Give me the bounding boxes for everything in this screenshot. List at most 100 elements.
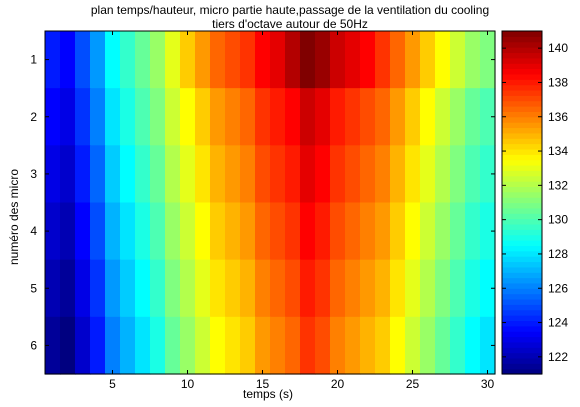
colorbar-segment — [502, 240, 542, 246]
colorbar-segment — [502, 368, 542, 375]
heatmap-cell — [420, 88, 436, 146]
heatmap-cell — [195, 202, 211, 261]
heatmap-cell — [240, 202, 256, 261]
heatmap-cell — [435, 88, 451, 146]
heatmap-cell — [390, 259, 406, 318]
colorbar-segment — [502, 111, 542, 118]
colorbar-segment — [502, 357, 542, 364]
heatmap-cell — [165, 202, 181, 261]
heatmap-cell — [315, 88, 331, 146]
heatmap-cell — [330, 316, 346, 375]
heatmap-cell — [435, 31, 451, 89]
heatmap-cell — [465, 259, 481, 318]
heatmap-cell — [210, 88, 226, 146]
heatmap-cell — [480, 316, 496, 375]
heatmap-cell — [330, 259, 346, 318]
heatmap-cell — [285, 316, 301, 375]
heatmap-cell — [60, 31, 76, 89]
heatmap-cell — [375, 31, 391, 89]
heatmap-cell — [450, 259, 466, 318]
colorbar-segment — [502, 288, 542, 295]
heatmap-cell — [480, 202, 496, 261]
colorbar-segment — [502, 223, 542, 230]
heatmap-cell — [180, 31, 196, 89]
colorbar-tick-label: 128 — [548, 247, 568, 261]
heatmap-cell — [135, 259, 151, 318]
heatmap-cell — [360, 145, 376, 204]
heatmap-cell — [165, 316, 181, 375]
heatmap-cell — [405, 145, 421, 204]
heatmap-cell — [180, 145, 196, 204]
colorbar-segment — [502, 272, 542, 279]
colorbar-frame — [501, 30, 543, 375]
heatmap-cell — [45, 316, 61, 375]
x-tick-label: 15 — [256, 377, 270, 391]
heatmap-cell — [180, 316, 196, 375]
y-tick-label: 1 — [30, 53, 37, 67]
heatmap-cell — [270, 259, 286, 318]
colorbar-segment — [502, 31, 542, 37]
heatmap-cell — [390, 88, 406, 146]
heatmap-cell — [405, 202, 421, 261]
heatmap-cell — [300, 316, 316, 375]
colorbar-segment — [502, 261, 542, 268]
heatmap-cell — [90, 88, 106, 146]
colorbar-tick-label: 126 — [548, 281, 568, 295]
colorbar-segment — [502, 266, 542, 273]
colorbar-segment — [502, 336, 542, 343]
heatmap-cell — [60, 202, 76, 261]
colorbar-segment — [502, 159, 542, 166]
heatmap-cell — [420, 316, 436, 375]
colorbar-tick-label: 138 — [548, 75, 568, 89]
heatmap-cell — [480, 259, 496, 318]
colorbar-segment — [502, 331, 542, 338]
colorbar-segment — [502, 197, 542, 204]
heatmap-cell — [315, 145, 331, 204]
heatmap-cell — [285, 88, 301, 146]
heatmap-cell — [120, 88, 136, 146]
colorbar-segment — [502, 127, 542, 134]
colorbar-segment — [502, 106, 542, 112]
heatmap-cell — [285, 145, 301, 204]
y-tick-label: 6 — [30, 338, 37, 352]
heatmap-cell — [345, 259, 361, 318]
heatmap-cell — [405, 316, 421, 375]
heatmap-cell — [255, 31, 271, 89]
heatmap-cell — [240, 259, 256, 318]
heatmap-cell — [240, 88, 256, 146]
heatmap-cell — [300, 31, 316, 89]
heatmap-cell — [45, 31, 61, 89]
chart-title: plan temps/hauteur, micro partie haute,p… — [90, 3, 490, 17]
y-tick-label: 3 — [30, 167, 37, 181]
heatmap-cell — [270, 145, 286, 204]
heatmap-cell — [270, 202, 286, 261]
colorbar-segment — [502, 47, 542, 54]
colorbar-segment — [502, 57, 542, 64]
heatmap-cell — [405, 31, 421, 89]
heatmap-cell — [180, 202, 196, 261]
heatmap-cell — [420, 259, 436, 318]
heatmap-cell — [345, 145, 361, 204]
colorbar-segment — [502, 79, 542, 86]
heatmap-cell — [405, 259, 421, 318]
heatmap-cell — [75, 31, 91, 89]
heatmap-cell — [375, 202, 391, 261]
heatmap-cell — [360, 31, 376, 89]
x-axis-label: temps (s) — [242, 387, 293, 401]
heatmap-cell — [360, 316, 376, 375]
x-tick-label: 25 — [406, 377, 420, 391]
x-axis-ticks: 5 10 15 20 25 30 — [109, 31, 494, 391]
heatmap-cell — [315, 316, 331, 375]
heatmap-cell — [300, 259, 316, 318]
heatmap-cell — [105, 88, 121, 146]
colorbar-tick-label: 132 — [548, 178, 568, 192]
colorbar-segment — [502, 298, 542, 305]
heatmap-cell — [330, 202, 346, 261]
heatmap-cell — [270, 31, 286, 89]
heatmap-cell — [330, 145, 346, 204]
heatmap-cell — [300, 145, 316, 204]
heatmap-cell — [255, 316, 271, 375]
heatmap-cell — [45, 259, 61, 318]
heatmap-cell — [75, 202, 91, 261]
heatmap-cell — [255, 88, 271, 146]
